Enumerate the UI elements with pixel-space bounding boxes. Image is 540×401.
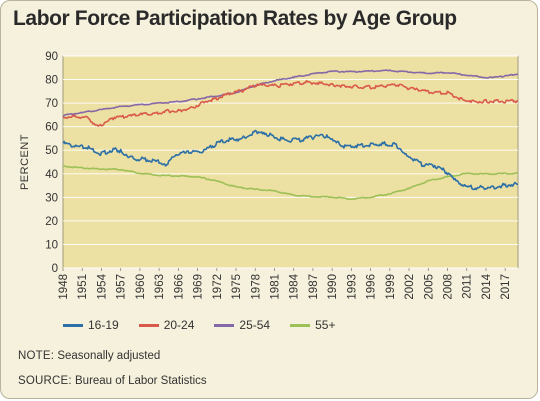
legend-swatch-55+ <box>290 323 311 327</box>
legend-swatch-16-19 <box>63 323 83 327</box>
legend-item-20-24: 20-24 <box>138 318 195 332</box>
source-line: SOURCE: Bureau of Labor Statistics <box>18 375 207 387</box>
y-tick-70: 70 <box>45 98 58 110</box>
series-line-20-24 <box>62 79 519 127</box>
x-tick-1984: 1984 <box>289 273 301 299</box>
x-tick-1996: 1996 <box>366 274 378 300</box>
legend: 16-19 20-24 25-54 55+ <box>63 316 355 334</box>
y-tick-30: 30 <box>45 192 58 204</box>
x-tick-1987: 1987 <box>308 274 320 300</box>
plot-area <box>62 55 519 269</box>
legend-item-55+: 55+ <box>290 318 335 332</box>
y-tick-10: 10 <box>45 239 58 251</box>
y-tick-labels: 0 10 20 30 40 50 60 70 80 90 <box>45 51 58 275</box>
source-text: Bureau of Labor Statistics <box>75 375 207 387</box>
x-tick-1975: 1975 <box>231 274 243 300</box>
x-tick-2014: 2014 <box>481 273 493 299</box>
legend-item-16-19: 16-19 <box>63 318 119 332</box>
y-axis-label: PERCENT <box>19 134 31 190</box>
series-line-25-54 <box>62 69 519 117</box>
note-text: Seasonally adjusted <box>57 350 161 362</box>
y-tick-50: 50 <box>45 145 58 157</box>
x-tick-1960: 1960 <box>135 274 147 300</box>
x-tick-2002: 2002 <box>404 274 416 300</box>
x-tick-1948: 1948 <box>58 274 70 300</box>
x-tick-2017: 2017 <box>500 274 512 300</box>
x-tick-1981: 1981 <box>269 274 281 300</box>
x-tick-1999: 1999 <box>385 274 397 300</box>
y-tick-80: 80 <box>45 75 58 87</box>
x-tick-1978: 1978 <box>250 274 262 300</box>
series-lines <box>62 69 519 201</box>
x-tick-1969: 1969 <box>193 274 205 300</box>
x-tick-2011: 2011 <box>462 274 474 299</box>
note-label: NOTE: <box>18 350 55 362</box>
x-tick-1957: 1957 <box>116 274 128 300</box>
legend-label-55+: 55+ <box>315 318 336 332</box>
y-tick-20: 20 <box>45 216 58 228</box>
chart-title: Labor Force Participation Rates by Age G… <box>13 7 457 30</box>
x-tick-2008: 2008 <box>443 274 455 300</box>
series-line-55+ <box>63 165 518 201</box>
x-tick-1990: 1990 <box>327 274 339 300</box>
x-tick-1954: 1954 <box>96 273 108 299</box>
x-tick-1963: 1963 <box>154 274 166 300</box>
x-tick-1966: 1966 <box>173 274 185 300</box>
note-line: NOTE: Seasonally adjusted <box>18 350 160 362</box>
y-tick-90: 90 <box>45 51 58 63</box>
y-tick-60: 60 <box>45 122 58 134</box>
legend-swatch-25-54 <box>214 323 235 327</box>
series-line-16-19 <box>62 129 519 191</box>
x-tick-1993: 1993 <box>346 274 358 300</box>
x-tick-labels: 1948 1951 1954 1957 1960 1963 1966 1969 1972 1975… <box>58 268 512 300</box>
grid-lines <box>63 55 518 269</box>
x-tick-2005: 2005 <box>423 274 435 300</box>
legend-label-25-54: 25-54 <box>239 318 271 332</box>
legend-item-25-54: 25-54 <box>214 318 270 332</box>
legend-label-16-19: 16-19 <box>88 318 119 332</box>
y-tick-40: 40 <box>45 169 58 181</box>
x-tick-1972: 1972 <box>212 274 224 300</box>
x-tick-1951: 1951 <box>77 274 89 300</box>
legend-swatch-20-24 <box>138 323 159 327</box>
legend-label-20-24: 20-24 <box>163 318 195 332</box>
y-tick-0: 0 <box>52 263 58 275</box>
source-label: SOURCE: <box>18 375 72 387</box>
